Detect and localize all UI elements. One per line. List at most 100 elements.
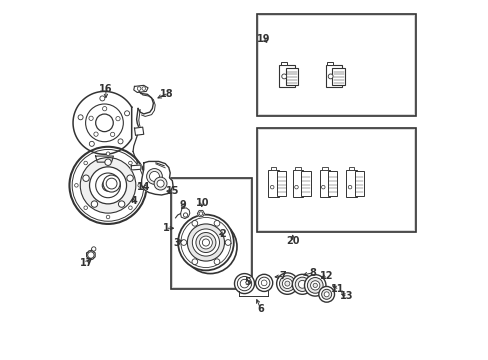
Bar — [285, 68, 298, 85]
Bar — [332, 68, 344, 85]
Circle shape — [214, 220, 220, 226]
Text: 13: 13 — [339, 291, 352, 301]
Text: 1: 1 — [163, 223, 170, 233]
Circle shape — [91, 247, 96, 251]
Bar — [279, 66, 295, 87]
Text: 10: 10 — [195, 198, 209, 208]
Circle shape — [149, 171, 159, 181]
Circle shape — [118, 139, 123, 144]
Bar — [292, 170, 303, 197]
Bar — [301, 171, 310, 196]
Circle shape — [89, 116, 93, 121]
Circle shape — [80, 158, 136, 213]
Circle shape — [202, 239, 209, 246]
Text: 7: 7 — [279, 271, 286, 282]
Circle shape — [225, 240, 230, 246]
Bar — [258, 16, 413, 114]
Text: 9: 9 — [179, 200, 186, 210]
Text: 15: 15 — [165, 186, 179, 196]
Text: 18: 18 — [160, 89, 173, 99]
Text: 5: 5 — [244, 277, 250, 287]
Circle shape — [187, 224, 224, 261]
Circle shape — [292, 274, 312, 294]
Polygon shape — [180, 208, 189, 219]
Text: 12: 12 — [319, 271, 333, 282]
Bar — [258, 130, 413, 230]
Circle shape — [96, 114, 113, 132]
Circle shape — [78, 115, 83, 120]
Circle shape — [347, 185, 351, 189]
Polygon shape — [86, 251, 95, 259]
Bar — [354, 171, 364, 196]
Circle shape — [281, 74, 286, 79]
Circle shape — [298, 280, 305, 288]
Circle shape — [118, 201, 124, 207]
Polygon shape — [134, 85, 148, 93]
Circle shape — [192, 259, 197, 265]
Text: 2: 2 — [219, 229, 226, 239]
Bar — [319, 170, 329, 197]
Circle shape — [106, 178, 117, 189]
Polygon shape — [73, 91, 131, 154]
Circle shape — [157, 180, 164, 187]
Circle shape — [255, 274, 272, 292]
Bar — [346, 170, 356, 197]
Polygon shape — [134, 127, 143, 135]
Circle shape — [321, 185, 325, 189]
Circle shape — [128, 206, 132, 210]
Circle shape — [146, 168, 162, 184]
Circle shape — [192, 220, 197, 226]
Circle shape — [96, 173, 120, 198]
Circle shape — [100, 96, 104, 101]
Polygon shape — [95, 156, 113, 162]
Circle shape — [181, 240, 186, 246]
Circle shape — [85, 104, 123, 142]
Text: 16: 16 — [99, 84, 112, 94]
Circle shape — [87, 252, 94, 258]
Circle shape — [196, 233, 216, 252]
Circle shape — [84, 161, 87, 165]
Circle shape — [94, 132, 98, 136]
Circle shape — [327, 74, 332, 79]
Circle shape — [321, 289, 331, 299]
Text: 17: 17 — [80, 258, 93, 268]
Circle shape — [279, 276, 295, 292]
Bar — [348, 167, 354, 170]
Bar — [257, 14, 415, 116]
Circle shape — [295, 277, 309, 292]
Circle shape — [102, 180, 114, 191]
Circle shape — [69, 147, 146, 224]
Circle shape — [103, 175, 120, 192]
Bar — [270, 167, 276, 170]
Circle shape — [116, 117, 120, 121]
Circle shape — [318, 287, 334, 302]
Text: 14: 14 — [137, 182, 150, 192]
Circle shape — [138, 184, 141, 187]
Circle shape — [270, 185, 273, 189]
Circle shape — [199, 212, 203, 215]
Circle shape — [126, 175, 133, 181]
Circle shape — [294, 185, 298, 189]
Bar — [173, 180, 249, 287]
Circle shape — [285, 281, 289, 286]
Bar — [322, 167, 327, 170]
Circle shape — [110, 132, 115, 136]
Text: 8: 8 — [308, 268, 315, 278]
Bar — [171, 178, 251, 289]
Circle shape — [282, 279, 292, 289]
Circle shape — [178, 215, 233, 270]
Circle shape — [106, 152, 110, 156]
Circle shape — [312, 283, 317, 288]
Circle shape — [84, 206, 87, 210]
Text: 4: 4 — [130, 197, 137, 206]
Text: 20: 20 — [285, 236, 299, 246]
Circle shape — [324, 292, 328, 297]
Circle shape — [199, 236, 212, 249]
Bar — [257, 128, 415, 232]
Bar — [327, 171, 337, 196]
Circle shape — [75, 184, 78, 187]
Text: 19: 19 — [256, 34, 270, 44]
Circle shape — [154, 177, 166, 190]
Circle shape — [276, 273, 298, 294]
Circle shape — [124, 111, 129, 116]
